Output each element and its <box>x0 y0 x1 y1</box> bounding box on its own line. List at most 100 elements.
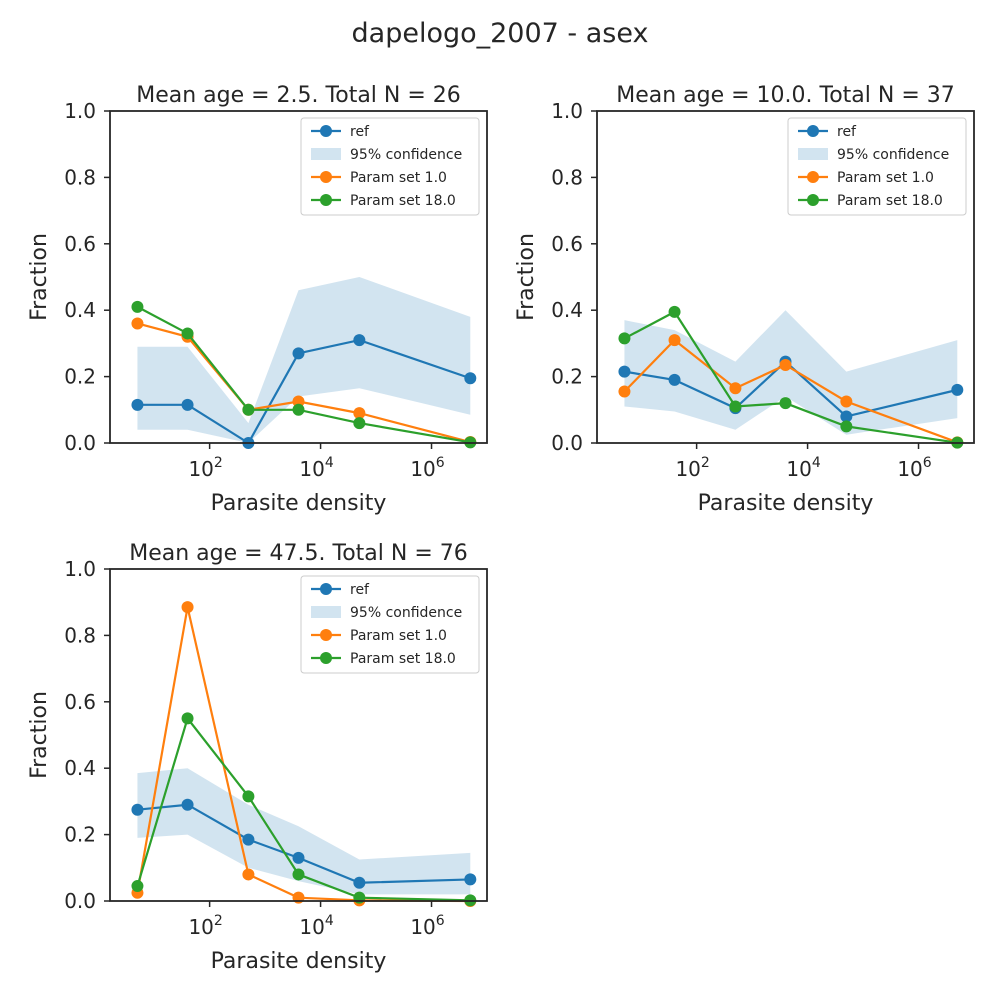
data-point <box>181 398 194 411</box>
data-point <box>840 420 853 433</box>
data-point <box>779 358 792 371</box>
data-point <box>618 385 631 398</box>
x-axis-label: Parasite density <box>211 949 387 974</box>
data-point <box>292 347 305 360</box>
series-line-3 <box>136 305 471 444</box>
x-tick-label: 102 <box>188 913 222 939</box>
confidence-band <box>137 768 471 895</box>
y-tick-label: 0.6 <box>64 690 96 714</box>
data-point <box>131 317 144 330</box>
chart-panel-1: 0.0 0.2 0.4 0.6 0.8 1.0 102 104 106 Mean age = 2.… <box>27 83 488 516</box>
panel-title: Mean age = 47.5. Total N = 76 <box>129 541 468 566</box>
legend-marker <box>320 125 332 137</box>
legend-label: 95% confidence <box>350 147 462 163</box>
y-tick-label: 0.0 <box>64 889 96 913</box>
data-point <box>353 407 366 420</box>
y-tick-label: 0.8 <box>551 165 583 189</box>
legend-label: ref <box>350 582 370 598</box>
data-point <box>618 365 631 378</box>
data-point <box>292 851 305 864</box>
data-point <box>353 334 366 347</box>
data-point <box>729 400 742 413</box>
data-point <box>181 712 194 725</box>
legend-label: Param set 1.0 <box>350 170 447 186</box>
legend-swatch <box>311 606 341 618</box>
legend-marker <box>320 629 332 641</box>
x-tick-label: 106 <box>410 455 444 481</box>
data-point <box>779 397 792 410</box>
data-point <box>951 383 964 396</box>
panel-title: Mean age = 2.5. Total N = 26 <box>136 83 461 108</box>
y-tick-label: 1.0 <box>551 99 583 123</box>
series-line-1 <box>624 360 958 418</box>
y-tick-label: 0.0 <box>551 431 583 455</box>
data-point <box>131 880 144 893</box>
data-point <box>242 403 255 416</box>
data-point <box>464 873 477 886</box>
chart-panel-3: 0.0 0.2 0.4 0.6 0.8 1.0 102 104 106 Mean age = 47… <box>27 541 488 974</box>
series-line-3 <box>136 716 471 902</box>
data-point <box>464 372 477 385</box>
legend-label: Param set 1.0 <box>837 170 934 186</box>
x-tick-label: 104 <box>786 455 820 481</box>
axes-frame <box>109 110 488 444</box>
data-point <box>353 417 366 430</box>
legend-label: ref <box>350 124 370 140</box>
data-point <box>618 332 631 345</box>
data-point <box>840 395 853 408</box>
legend-swatch <box>311 148 341 160</box>
legend-marker <box>320 171 332 183</box>
data-point <box>181 798 194 811</box>
x-tick-label: 104 <box>299 455 333 481</box>
y-tick-label: 0.4 <box>64 756 96 780</box>
y-tick-label: 0.6 <box>551 232 583 256</box>
chart-panel-2: 0.0 0.2 0.4 0.6 0.8 1.0 102 104 106 Mean age = 10… <box>514 83 975 516</box>
legend-box <box>787 117 967 216</box>
data-point <box>181 327 194 340</box>
x-tick-label: 104 <box>299 913 333 939</box>
legend-box <box>300 117 480 216</box>
series-line-2 <box>137 322 471 444</box>
series-line-2 <box>623 338 958 444</box>
legend-label: Param set 18.0 <box>350 651 456 667</box>
series-line-1 <box>137 803 471 884</box>
series-line-3 <box>623 310 958 444</box>
y-axis-label: Fraction <box>27 691 52 779</box>
data-point <box>131 300 144 313</box>
data-point <box>668 305 681 318</box>
legend: ref 95% confidence Param set 1.0 Param set … <box>787 117 967 216</box>
y-tick-label: 0.8 <box>64 623 96 647</box>
confidence-band <box>624 310 958 435</box>
legend: ref 95% confidence Param set 1.0 Param set … <box>300 117 480 216</box>
y-tick-label: 0.2 <box>551 365 583 389</box>
y-tick-label: 1.0 <box>64 99 96 123</box>
x-tick-label: 102 <box>188 455 222 481</box>
y-tick-label: 0.4 <box>551 298 583 322</box>
data-point <box>729 382 742 395</box>
y-tick-label: 0.2 <box>64 823 96 847</box>
data-point <box>131 398 144 411</box>
data-point <box>242 868 255 881</box>
plot-area <box>131 277 477 449</box>
data-point <box>292 868 305 881</box>
y-tick-label: 0.6 <box>64 232 96 256</box>
x-tick-label: 106 <box>410 913 444 939</box>
panel-title: Mean age = 10.0. Total N = 37 <box>616 83 955 108</box>
data-point <box>131 803 144 816</box>
y-axis-label: Fraction <box>27 233 52 321</box>
figure-title: dapelogo_2007 - asex <box>352 18 649 49</box>
data-point <box>353 876 366 889</box>
legend-label: Param set 18.0 <box>350 193 456 209</box>
plot-area <box>618 305 964 449</box>
legend-swatch <box>798 148 828 160</box>
data-point <box>181 601 194 614</box>
data-point <box>840 410 853 423</box>
data-point <box>292 395 305 408</box>
legend-label: Param set 1.0 <box>350 628 447 644</box>
legend: ref 95% confidence Param set 1.0 Param set … <box>300 575 480 674</box>
legend-label: 95% confidence <box>350 605 462 621</box>
legend-marker <box>320 194 332 206</box>
y-tick-label: 1.0 <box>64 557 96 581</box>
legend-box <box>300 575 480 674</box>
